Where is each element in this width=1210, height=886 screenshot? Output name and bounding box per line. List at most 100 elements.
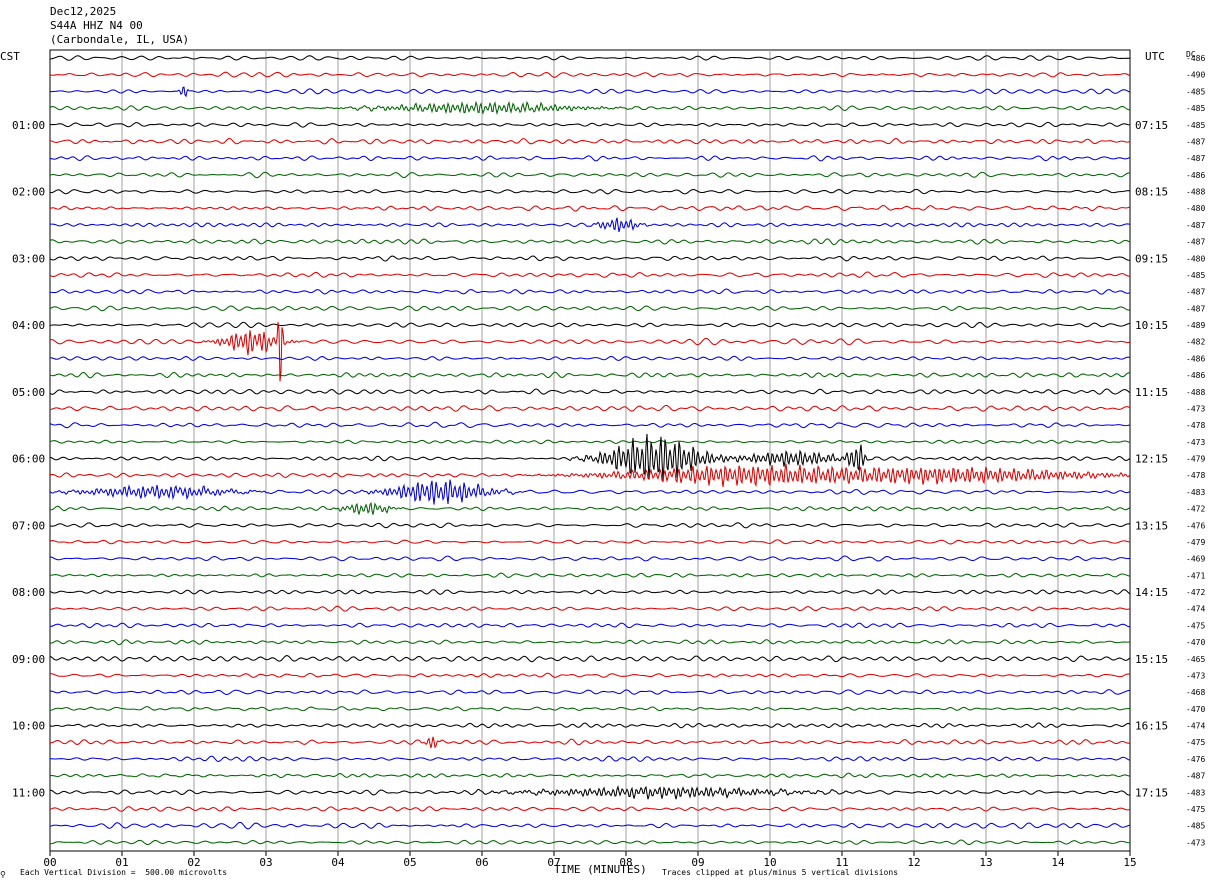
dc-offset-label: -490	[1186, 71, 1205, 80]
right-hour-label: 15:15	[1135, 653, 1168, 666]
trace-row	[49, 839, 1131, 846]
dc-offset-label: -488	[1186, 388, 1205, 397]
dc-offset-label: -470	[1186, 705, 1205, 714]
x-tick-label: 08	[619, 856, 632, 869]
dc-offset-label: -488	[1186, 188, 1205, 197]
dc-offset-label: -487	[1186, 288, 1205, 297]
right-hour-label: 14:15	[1135, 586, 1168, 599]
trace-row	[49, 321, 1131, 329]
trace-row	[49, 205, 1131, 212]
trace-row	[49, 155, 1131, 162]
x-tick-label: 05	[403, 856, 416, 869]
dc-offset-label: -468	[1186, 688, 1205, 697]
trace-row	[49, 572, 1131, 578]
right-timezone-label: UTC	[1145, 50, 1165, 63]
trace-row	[49, 137, 1131, 145]
trace-row	[49, 722, 1131, 729]
trace-row	[49, 55, 1131, 61]
dc-offset-label: -485	[1186, 121, 1205, 130]
dc-offset-label: -479	[1186, 455, 1205, 464]
dc-offset-label: -475	[1186, 738, 1205, 747]
trace-row	[49, 404, 1131, 412]
dc-offset-label: -480	[1186, 254, 1205, 263]
left-hour-label: 05:00	[12, 386, 45, 399]
dc-offset-label: -475	[1186, 805, 1205, 814]
trace-row	[49, 321, 1131, 382]
trace-row	[49, 217, 1131, 233]
x-tick-label: 14	[1051, 856, 1065, 869]
right-hour-label: 12:15	[1135, 453, 1168, 466]
right-hour-label: 17:15	[1135, 786, 1168, 799]
trace-row	[49, 806, 1131, 812]
x-tick-label: 07	[547, 856, 560, 869]
trace-row	[49, 371, 1131, 379]
x-tick-label: 09	[691, 856, 704, 869]
trace-row	[49, 463, 1131, 488]
dc-offset-label: -487	[1186, 154, 1205, 163]
trace-row	[49, 555, 1131, 562]
dc-offset-label: -486	[1186, 354, 1205, 363]
dc-offset-label: -486	[1186, 54, 1205, 63]
trace-row	[49, 821, 1131, 830]
dc-offset-label: -476	[1186, 521, 1205, 530]
left-hour-label: 03:00	[12, 252, 45, 265]
scale-note: Each Vertical Division = 500.00 microvol…	[20, 868, 228, 877]
trace-row	[49, 188, 1131, 195]
trace-row	[49, 605, 1131, 612]
left-hour-label: 08:00	[12, 586, 45, 599]
x-tick-label: 01	[115, 856, 128, 869]
dc-offset-label: -474	[1186, 605, 1205, 614]
right-hour-label: 16:15	[1135, 720, 1168, 733]
dc-offset-label: -473	[1186, 404, 1205, 413]
trace-row	[49, 655, 1131, 663]
trace-row	[50, 288, 1131, 295]
trace-row	[49, 501, 1131, 515]
trace-row	[49, 522, 1131, 529]
right-hour-label: 11:15	[1135, 386, 1168, 399]
x-tick-label: 15	[1123, 856, 1136, 869]
dc-offset-label: -465	[1186, 655, 1205, 664]
x-axis-title: TIME (MINUTES)	[554, 863, 647, 876]
trace-row	[49, 171, 1131, 179]
left-hour-label: 06:00	[12, 453, 45, 466]
x-tick-label: 06	[475, 856, 488, 869]
x-tick-label: 00	[43, 856, 56, 869]
dc-offset-label: -485	[1186, 822, 1205, 831]
trace-row	[49, 689, 1131, 696]
trace-row	[49, 121, 1131, 128]
dc-offset-label: -487	[1186, 304, 1205, 313]
x-tick-label: 10	[763, 856, 776, 869]
header-date: Dec12,2025	[50, 5, 117, 18]
dc-offset-label: -473	[1186, 671, 1205, 680]
dc-offset-label: -475	[1186, 621, 1205, 630]
dc-offset-label: -472	[1186, 505, 1205, 514]
left-hour-label: 01:00	[12, 119, 45, 132]
left-hour-label: 07:00	[12, 519, 45, 532]
right-hour-label: 13:15	[1135, 519, 1168, 532]
dc-offset-label: -483	[1186, 488, 1205, 497]
right-hour-label: 08:15	[1135, 186, 1168, 199]
dc-offset-label: -487	[1186, 221, 1205, 230]
trace-row	[49, 736, 1131, 749]
trace-row	[49, 421, 1131, 429]
trace-row	[49, 255, 1131, 262]
right-hour-label: 07:15	[1135, 119, 1168, 132]
trace-row	[49, 706, 1131, 712]
dc-offset-label: -476	[1186, 755, 1205, 764]
dc-offset-label: -478	[1186, 471, 1205, 480]
trace-row	[49, 355, 1131, 361]
dc-offset-label: -487	[1186, 238, 1205, 247]
dc-offset-label: -487	[1186, 772, 1205, 781]
trace-row	[49, 539, 1131, 545]
trace-row	[49, 672, 1131, 678]
dc-offset-label: -486	[1186, 371, 1205, 380]
left-hour-label: 09:00	[12, 653, 45, 666]
trace-row	[49, 71, 1131, 78]
header-station: S44A HHZ N4 00	[50, 19, 143, 32]
trace-row	[49, 305, 1131, 312]
x-tick-label: 03	[259, 856, 272, 869]
dc-offset-label: -480	[1186, 204, 1205, 213]
right-hour-label: 10:15	[1135, 319, 1168, 332]
trace-row	[49, 479, 1131, 505]
